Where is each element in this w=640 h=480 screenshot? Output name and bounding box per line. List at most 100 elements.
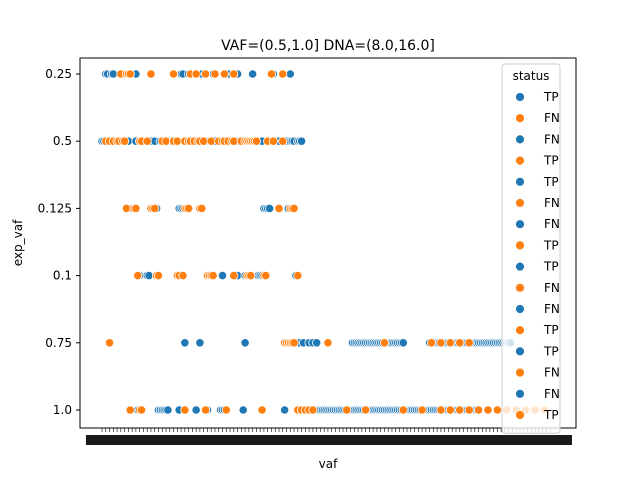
scatter-point [221,405,231,415]
legend-label: TP [543,90,559,104]
scatter-point [274,203,284,213]
scatter-point [200,405,211,415]
scatter-point [445,338,455,348]
scatter-point [146,69,156,79]
legend-marker [515,367,525,378]
scatter-point [278,69,288,79]
scatter-point [464,405,474,415]
scatter-point [455,338,465,348]
scatter-point [264,203,275,213]
scatter-point [191,69,201,79]
scatter-point [312,338,322,348]
scatter-point [238,405,248,415]
scatter-point [379,338,390,348]
x-axis-ticks [86,428,572,445]
legend-marker [515,113,525,124]
legend-label: FN [544,217,560,231]
scatter-point [417,405,427,415]
scatter-point [217,270,228,281]
scatter-point [280,405,290,415]
scatter-point [426,338,437,348]
y-axis-label: exp_vaf [11,219,25,266]
scatter-point [360,405,371,415]
scatter-point [184,203,194,213]
scatter-point [261,270,271,281]
chart-title: VAF=(0.5,1.0] DNA=(8.0,16.0] [221,38,435,54]
scatter-point [168,69,179,79]
legend-label: FN [544,111,560,125]
y-tick-label: 0.1 [53,269,72,283]
scatter-point [178,270,188,281]
scatter-point [197,203,207,213]
legend-label: FN [544,196,560,210]
legend-marker [515,155,525,166]
legend-marker [515,304,525,314]
scatter-point [125,405,135,415]
scatter-point [436,405,446,415]
scatter-point [200,69,211,79]
scatter-point [240,338,250,348]
scatter-point [436,338,446,348]
scatter-point [180,338,190,348]
legend-marker [515,134,525,145]
legend-label: TP [543,323,559,337]
scatter-point [142,136,152,146]
legend-marker [515,282,525,293]
scatter-point [308,405,318,415]
scatter-point [208,270,218,281]
legend-label: TP [543,154,559,168]
scatter-point [163,405,173,415]
scatter-point [323,338,333,348]
scatter-point [219,69,229,79]
legend-label: TP [543,344,559,358]
legend: status TP FN FN TP TP FN FN TP TP FN FN TP TP FN FN TP [501,63,561,434]
scatter-point [492,405,502,415]
scatter-point [104,338,115,348]
scatter-point [195,338,205,348]
scatter-point [289,338,299,348]
legend-label: TP [543,175,559,189]
legend-box [501,63,561,434]
scatter-point [150,203,160,213]
legend-label: FN [544,387,560,401]
y-axis-ticks: 0.25 0.5 0.125 0.1 0.75 1.0 [38,67,80,417]
legend-marker [515,410,525,420]
scatter-point [483,405,493,415]
legend-label: FN [544,302,560,316]
scatter-point [445,405,455,415]
scatter-point [180,405,190,415]
scatter-point [229,270,239,281]
scatter-point [296,136,307,146]
y-tick-label: 0.5 [53,134,72,148]
legend-marker [515,388,525,399]
legend-marker [515,176,525,187]
scatter-point [136,405,147,415]
legend-marker [515,219,525,230]
scatter-point [268,136,278,146]
scatter-point [289,203,299,213]
legend-marker [515,92,525,102]
scatter-point [153,270,164,281]
scatter-point [266,69,277,79]
legend-title: status [513,69,550,83]
scatter-point [398,405,408,415]
scatter-point [278,136,288,146]
scatter-point [257,405,267,415]
plot-area [97,69,550,415]
scatter-point [473,405,484,415]
x-tick-labels-overlap [86,435,572,445]
scatter-point [191,405,201,415]
legend-label: TP [543,408,559,422]
legend-label: TP [543,238,559,252]
scatter-point [229,69,239,79]
y-tick-label: 0.75 [45,336,72,350]
scatter-point [246,270,256,281]
scatter-point [131,203,141,213]
legend-label: FN [544,366,560,380]
scatter-point [342,405,352,415]
legend-marker [515,240,525,251]
legend-marker [515,261,525,272]
scatter-point [133,270,143,281]
legend-marker [515,198,525,208]
